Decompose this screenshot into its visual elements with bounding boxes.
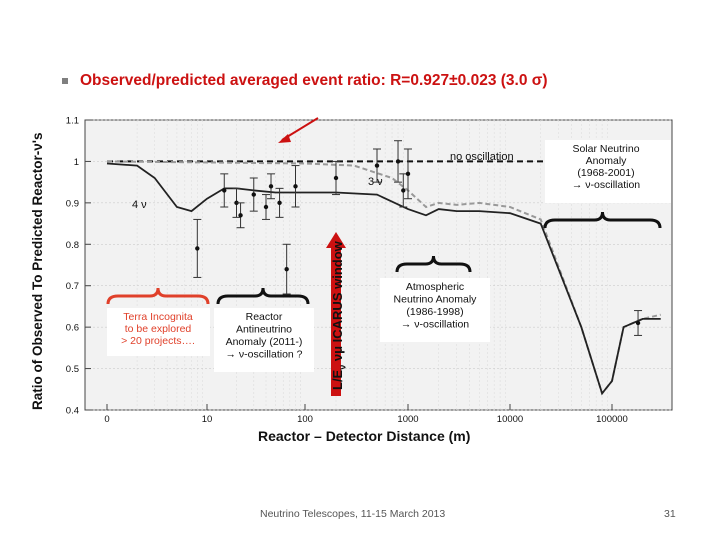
- data-point: [284, 266, 289, 272]
- x-tick-label: 10000: [497, 414, 523, 425]
- atmospheric-anomaly-text: Neutrino Anomaly: [394, 294, 478, 306]
- data-point: [195, 246, 200, 251]
- data-point: [277, 200, 282, 206]
- y-tick-label: 1.1: [66, 116, 79, 127]
- x-tick-label: 100: [297, 414, 313, 425]
- atmospheric-anomaly-text: → ν-oscillation: [401, 319, 469, 331]
- icarus-window-label: L/Eν νμ ICARUS window: [330, 241, 348, 390]
- no-oscillation-label: no oscillation: [450, 151, 514, 163]
- data-point: [405, 171, 411, 177]
- series-4-: [106, 162, 661, 396]
- icarus-arrow-head: [326, 232, 346, 248]
- terra-incognita-brace: [106, 287, 210, 305]
- solar-anomaly-text: → ν-oscillation: [572, 179, 640, 191]
- data-point: [238, 213, 243, 218]
- y-tick-label: 0.6: [66, 323, 79, 334]
- data-point: [234, 200, 239, 206]
- data-point: [635, 320, 641, 326]
- atmospheric-brace: [395, 255, 472, 273]
- x-tick-label: 1000: [397, 414, 418, 425]
- pointer-arrow-head: [278, 134, 291, 143]
- four-nu-label: 4 ν: [132, 199, 147, 211]
- data-point: [293, 184, 298, 189]
- data-point: [401, 188, 406, 193]
- y-tick-label: 0.7: [66, 281, 79, 292]
- reactor-anomaly-text: Antineutrino: [236, 324, 292, 336]
- terra-incognita-text: > 20 projects….: [121, 335, 195, 347]
- atmos-label-bg: [380, 278, 490, 342]
- data-point: [395, 159, 401, 164]
- x-tick-label: 100000: [596, 414, 628, 425]
- atmospheric-anomaly-text: (1986-1998): [406, 306, 463, 318]
- solar-anomaly-text: Solar Neutrino: [572, 143, 639, 155]
- reactor-anomaly-text: → ν-oscillation ?: [225, 349, 302, 361]
- solar-brace: [543, 211, 662, 229]
- data-point: [263, 204, 269, 210]
- page-number: 31: [664, 508, 676, 520]
- reactor-anomaly-text: Anomaly (2011-): [226, 336, 303, 348]
- y-tick-label: 1: [74, 157, 79, 168]
- reactor-anomaly-brace: [216, 287, 310, 305]
- solar-anomaly-text: (1968-2001): [577, 167, 634, 179]
- title-bullet: [62, 78, 68, 84]
- x-tick-label: 0: [104, 414, 109, 425]
- footer-text: Neutrino Telescopes, 11-15 March 2013: [260, 508, 446, 520]
- solar-label-bg: [545, 140, 671, 203]
- terra-label-bg: [107, 308, 210, 356]
- three-nu-label: 3 ν: [368, 176, 383, 188]
- y-tick-label: 0.8: [66, 240, 79, 251]
- slide-title: Observed/predicted averaged event ratio:…: [80, 72, 548, 89]
- y-tick-label: 0.4: [66, 406, 79, 417]
- terra-incognita-text: to be explored: [125, 323, 192, 335]
- x-tick-label: 10: [202, 414, 213, 425]
- data-point: [374, 163, 380, 168]
- atmospheric-anomaly-text: Atmospheric: [406, 281, 464, 293]
- x-axis-label: Reactor – Detector Distance (m): [258, 428, 471, 444]
- data-point: [333, 175, 339, 181]
- data-point: [222, 188, 227, 193]
- solar-anomaly-text: Anomaly: [586, 155, 628, 167]
- terra-incognita-text: Terra Incognita: [123, 311, 193, 323]
- y-tick-label: 0.5: [66, 364, 79, 375]
- reactor-label-bg: [214, 308, 314, 372]
- icarus-arrow-shaft: [331, 246, 341, 396]
- data-point: [268, 184, 274, 189]
- reactor-anomaly-text: Reactor: [246, 311, 283, 323]
- y-tick-label: 0.9: [66, 198, 79, 209]
- data-point: [251, 192, 256, 197]
